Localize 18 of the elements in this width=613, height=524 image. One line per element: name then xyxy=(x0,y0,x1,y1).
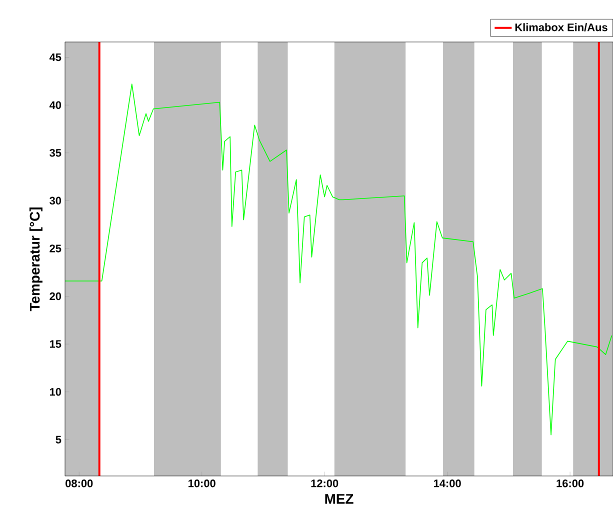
x-tick-label: 14:00 xyxy=(434,480,461,488)
y-axis-title: Temperatur [°C] xyxy=(29,208,42,312)
y-tick-label: 15 xyxy=(50,340,62,348)
x-tick-label: 10:00 xyxy=(188,480,216,488)
y-tick-label: 40 xyxy=(49,101,62,109)
y-tick-label: 5 xyxy=(56,436,62,444)
y-tick-label: 10 xyxy=(50,388,62,396)
x-axis-title: MEZ xyxy=(325,494,354,504)
y-tick-label: 45 xyxy=(49,53,62,62)
legend-label: Klimabox Ein/Aus xyxy=(515,23,608,32)
y-tick-label: 30 xyxy=(50,196,62,205)
x-tick-label: 12:00 xyxy=(311,480,338,488)
line-series xyxy=(65,84,612,436)
x-tick-label: 08:00 xyxy=(66,480,93,488)
y-tick-label: 25 xyxy=(50,244,62,252)
y-tick-label: 35 xyxy=(50,149,62,157)
y-tick-label: 20 xyxy=(50,292,62,300)
x-tick-label: 16:00 xyxy=(556,480,584,488)
